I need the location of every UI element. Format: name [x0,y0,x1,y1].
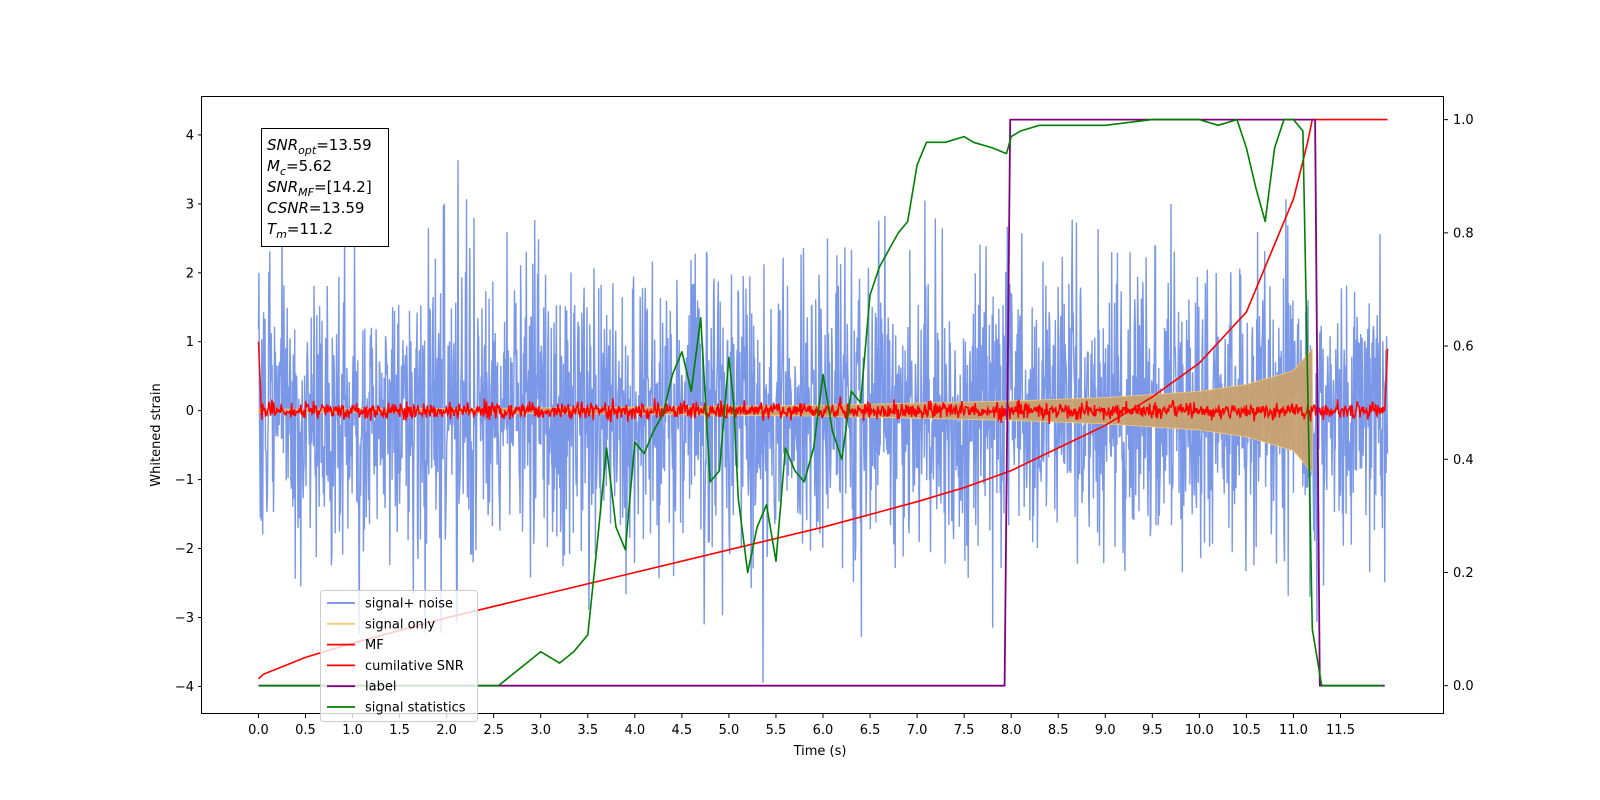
x-tick-label: 5.0 [719,723,740,738]
x-tick-label: 3.5 [577,723,598,738]
x-tick-label: 4.5 [672,723,693,738]
stat-tm: Tm=11.2 [267,220,333,241]
series-signal-statistics [258,118,1383,687]
y-right-tick-label: 0.4 [1453,453,1474,468]
stat-snr-opt: SNRopt=13.59 [267,136,372,157]
y-tick-label: −1 [175,473,194,488]
y-right-tick-label: 0.0 [1453,679,1474,694]
x-tick-label: 5.5 [766,723,787,738]
x-tick-label: 8.0 [1001,723,1022,738]
y-right-tick-label: 1.0 [1453,113,1474,128]
y-tick-label: 0 [186,404,194,419]
stats-box-frame [261,128,389,247]
legend: signal+ noise signal only MF cumilative SNR… [320,590,478,722]
stat-mc: Mc=5.62 [267,157,332,178]
x-tick-label: 7.5 [954,723,975,738]
y-tick-label: 3 [186,197,194,212]
x-tick-label: 2.0 [436,723,457,738]
x-tick-label: 4.0 [624,723,645,738]
x-tick-label: 6.5 [860,723,881,738]
y-axis-left: 4 3 2 1 0 −1 −2 −3 −4 [175,128,202,695]
y-tick-label: 2 [186,266,194,281]
x-tick-label: 3.0 [530,723,551,738]
y-tick-label: −4 [175,680,194,695]
plot-frame [201,96,1444,714]
legend-entry-label: label [365,680,396,695]
legend-entry-label: cumilative SNR [365,659,464,674]
legend-entry-label: signal only [365,617,435,632]
y-tick-label: −3 [175,611,194,626]
y-tick-label: −2 [175,542,194,557]
legend-entry-label: signal+ noise [365,597,453,612]
stat-snr-mf: SNRMF=[14.2] [267,178,372,199]
x-axis: 0.0 0.5 1.0 1.5 2.0 2.5 3.0 3.5 4.0 4.5 5.0 5.5 6.0 6… [248,714,1355,738]
x-tick-label: 11.0 [1279,723,1308,738]
y-right-tick-label: 0.2 [1453,566,1474,581]
stat-csnr: CSNR=13.59 [267,199,364,217]
legend-frame [320,590,478,722]
x-tick-label: 0.0 [248,723,269,738]
legend-entry-label: MF [365,638,384,653]
x-tick-label: 7.0 [907,723,928,738]
y-right-tick-label: 0.6 [1453,340,1474,355]
x-tick-label: 11.5 [1326,723,1355,738]
x-tick-label: 10.0 [1185,723,1214,738]
x-tick-label: 9.0 [1095,723,1116,738]
y-right-tick-label: 0.8 [1453,226,1474,241]
x-tick-label: 6.0 [813,723,834,738]
legend-entry-label: signal statistics [365,701,466,716]
x-axis-label: Time (s) [793,744,847,759]
series-signal-noise [257,160,1389,683]
y-tick-label: 1 [186,335,194,350]
series-mf [257,341,1389,425]
x-tick-label: 0.5 [295,723,316,738]
y-axis-label: Whitened strain [149,383,164,486]
x-tick-label: 10.5 [1232,723,1261,738]
x-tick-label: 2.5 [483,723,504,738]
x-tick-label: 8.5 [1048,723,1069,738]
x-tick-label: 9.5 [1142,723,1163,738]
y-axis-right: 1.0 0.8 0.6 0.4 0.2 0.0 [1444,113,1474,694]
stats-box: SNRopt=13.59 Mc=5.62 SNRMF=[14.2] CSNR=1… [261,128,389,247]
y-tick-label: 4 [186,128,194,143]
x-tick-label: 1.0 [342,723,363,738]
x-tick-label: 1.5 [389,723,410,738]
